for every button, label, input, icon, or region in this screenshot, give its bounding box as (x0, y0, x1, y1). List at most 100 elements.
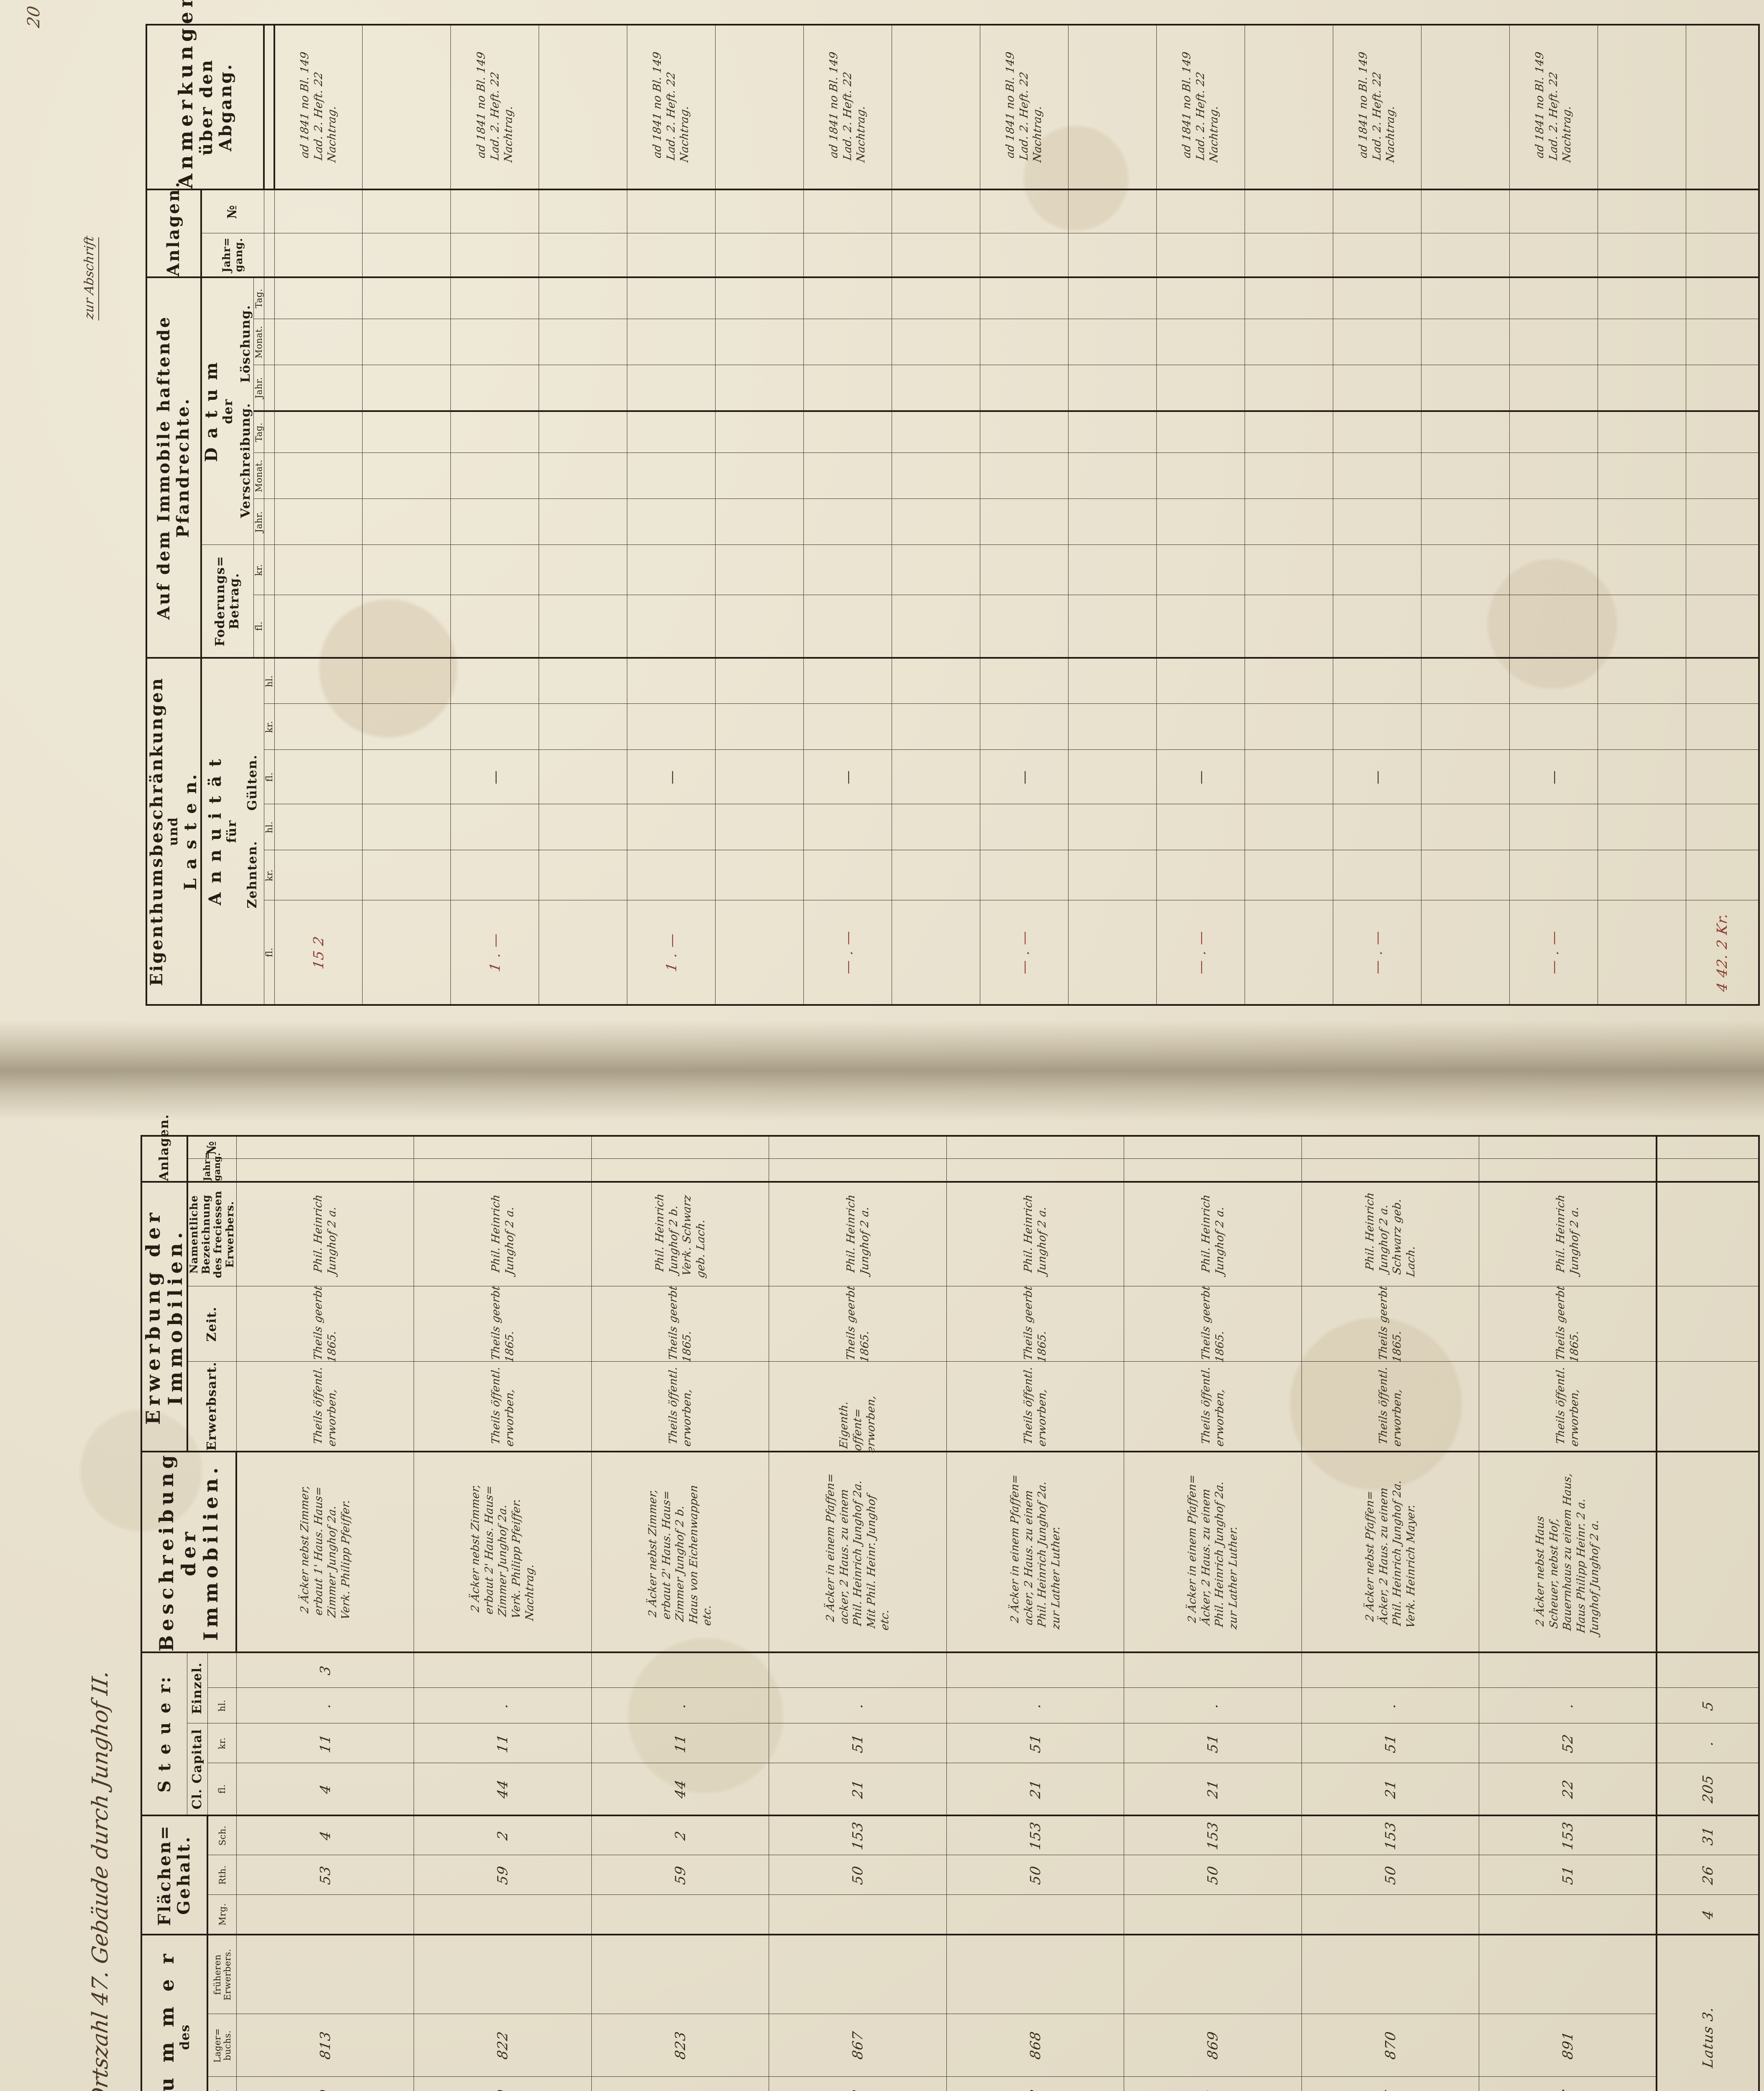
cell-beschreibung[interactable]: 2 Äcker nebst Zimmer, erbaut 1' Haus. Ha… (236, 1451, 414, 1652)
table-row[interactable] (1245, 24, 1333, 1005)
cell-zehnten-kr[interactable] (1509, 850, 1598, 900)
cell-versch-monat[interactable] (1421, 452, 1510, 499)
cell-frueherer-erwerber[interactable] (591, 1935, 769, 2014)
cell-versch-monat[interactable] (1333, 452, 1421, 499)
cell-loesch-jahr[interactable] (803, 365, 892, 411)
cell-versch-jahr[interactable] (539, 498, 627, 545)
cell-sch[interactable]: 153 (946, 1815, 1124, 1855)
cell-rth[interactable]: 59 (414, 1855, 592, 1895)
table-row[interactable]: 1523 868 50 153 21 51. 2 Äcker in einem Pfaffe… (946, 1135, 1124, 2091)
cell-zehnten-kr[interactable] (1421, 850, 1510, 900)
cell-versch-monat[interactable] (715, 452, 804, 499)
cell-loesch-jahr[interactable] (362, 365, 451, 411)
cell-right-nummer[interactable] (1301, 1135, 1479, 1159)
cell-anmerkung[interactable] (1068, 24, 1157, 189)
cell-zehnten-fl[interactable]: — . — (1509, 900, 1598, 1005)
cell-grundbuch-nr[interactable]: 1523 (946, 2077, 1124, 2091)
cell-einzel-hl[interactable] (769, 1652, 947, 1688)
cell-sch[interactable]: 153 (1301, 1815, 1479, 1855)
cell-loesch-jahr[interactable] (1156, 365, 1245, 411)
cell-forderung-fl[interactable] (450, 595, 539, 658)
cell-loesch-tag[interactable] (803, 277, 892, 319)
cell-beschreibung[interactable]: 2 Äcker nebst Pfaffen= Äcker, 2 Haus. zu… (1301, 1451, 1479, 1652)
cell-forderung-fl[interactable] (715, 595, 804, 658)
cell-frueherer-erwerber[interactable] (769, 1935, 947, 2014)
cell-zehnten-fl[interactable]: 4 42. 2 Kr. (1686, 900, 1759, 1005)
cell-anlagen-jahrgang[interactable] (803, 233, 892, 277)
cell-guelten-hl[interactable] (1509, 657, 1598, 704)
table-row[interactable]: 1521 823 59 2 44 11. 2 Äcker nebst Zimmer, erb… (591, 1135, 769, 2091)
cell-guelten-kr[interactable] (715, 704, 804, 750)
cell-latus-sch[interactable]: 31 (1657, 1815, 1759, 1855)
cell-cl-capital[interactable]: 21 (1124, 1763, 1302, 1815)
cell-guelten-hl[interactable] (1068, 657, 1157, 704)
cell-versch-monat[interactable] (1156, 452, 1245, 499)
cell-anmerkung[interactable] (1245, 24, 1333, 189)
cell-anlagen-nummer[interactable] (1686, 189, 1759, 233)
cell-einzel-fl[interactable]: 11 (414, 1723, 592, 1763)
table-row[interactable]: — . — — ad 1841 no Bl. 149 Lad. 2. Heft. 2… (980, 24, 1069, 1005)
cell-versch-jahr[interactable] (274, 498, 363, 545)
cell-anlagen-jahrgang[interactable] (627, 233, 716, 277)
cell-guelten-hl[interactable] (539, 657, 627, 704)
cell-versch-tag[interactable] (1156, 411, 1245, 453)
cell-anlagen-jahrgang[interactable] (1333, 233, 1421, 277)
cell-anlagen-jahrgang[interactable] (1598, 233, 1686, 277)
cell-grundbuch-nr[interactable]: 1519 (236, 2077, 414, 2091)
cell-guelten-hl[interactable] (1245, 657, 1333, 704)
cell-einzel-kr[interactable]: . (1301, 1687, 1479, 1723)
cell-anlagen-jahrgang[interactable] (274, 233, 363, 277)
cell-namentliche-bezeichnung[interactable]: Phil. Heinrich Junghof 2 a. (769, 1181, 947, 1286)
cell-guelten-hl[interactable] (362, 657, 451, 704)
cell-forderung-kr[interactable] (1509, 544, 1598, 595)
cell-anlagen-nummer[interactable] (715, 189, 804, 233)
cell-grundbuch-nr[interactable]: 1525 (1301, 2077, 1479, 2091)
cell-zehnten-fl[interactable]: — . — (803, 900, 892, 1005)
cell-rth[interactable]: 53 (236, 1855, 414, 1895)
cell-versch-monat[interactable] (450, 452, 539, 499)
cell-guelten-fl[interactable] (362, 750, 451, 804)
cell-loesch-tag[interactable] (715, 277, 804, 319)
cell-anlagen-nummer[interactable] (450, 189, 539, 233)
cell-versch-jahr[interactable] (803, 498, 892, 545)
cell-guelten-fl[interactable]: — (1333, 750, 1421, 804)
cell-einzel-fl[interactable]: 51 (1124, 1723, 1302, 1763)
cell-anlagen-jahrgang[interactable] (892, 233, 980, 277)
cell-lagerbuch-nr[interactable]: 870 (1301, 2014, 1479, 2077)
cell-mrg[interactable] (414, 1895, 592, 1935)
cell-right-jahrgang[interactable] (1124, 1158, 1302, 1182)
cell-zeit[interactable]: Theils geerbt 1865. (1124, 1285, 1302, 1363)
cell-sch[interactable]: 2 (414, 1815, 592, 1855)
cell-zehnten-hl[interactable] (1686, 804, 1759, 850)
cell-versch-tag[interactable] (803, 411, 892, 453)
cell-einzel-hl[interactable] (946, 1652, 1124, 1688)
cell-cl-capital[interactable]: 4 (236, 1763, 414, 1815)
cell-guelten-fl[interactable] (1598, 750, 1686, 804)
cell-right-nummer[interactable] (591, 1135, 769, 1159)
cell-right-jahrgang[interactable] (1301, 1158, 1479, 1182)
cell-guelten-hl[interactable] (1333, 657, 1421, 704)
cell-guelten-hl[interactable] (627, 657, 716, 704)
cell-sch[interactable]: 153 (769, 1815, 947, 1855)
cell-frueherer-erwerber[interactable] (1479, 1935, 1657, 2014)
cell-zehnten-fl[interactable] (362, 900, 451, 1005)
cell-zehnten-hl[interactable] (803, 804, 892, 850)
cell-zehnten-kr[interactable] (274, 850, 363, 900)
cell-guelten-fl[interactable] (1068, 750, 1157, 804)
cell-anlagen-jahrgang[interactable] (539, 233, 627, 277)
cell-versch-tag[interactable] (892, 411, 980, 453)
cell-zehnten-hl[interactable] (1421, 804, 1510, 850)
cell-zehnten-fl[interactable] (1068, 900, 1157, 1005)
cell-anlagen-jahrgang[interactable] (1068, 233, 1157, 277)
cell-zehnten-fl[interactable]: 15 2 (274, 900, 363, 1005)
cell-versch-monat[interactable] (362, 452, 451, 499)
table-row[interactable]: 1520 822 59 2 44 11. 2 Äcker nebst Zimmer, erb… (414, 1135, 592, 2091)
cell-einzel-kr[interactable]: . (591, 1687, 769, 1723)
cell-forderung-fl[interactable] (1421, 595, 1510, 658)
cell-versch-tag[interactable] (1509, 411, 1598, 453)
table-row[interactable] (1598, 24, 1686, 1005)
cell-namentliche-bezeichnung[interactable]: Phil. Heinrich Junghof 2 a. Schwarz geb.… (1301, 1181, 1479, 1286)
cell-guelten-kr[interactable] (1686, 704, 1759, 750)
table-row[interactable]: 15 2 ad 1841 no Bl. 149 Lad. 2. Heft. 22 … (274, 24, 363, 1005)
cell-zehnten-kr[interactable] (450, 850, 539, 900)
